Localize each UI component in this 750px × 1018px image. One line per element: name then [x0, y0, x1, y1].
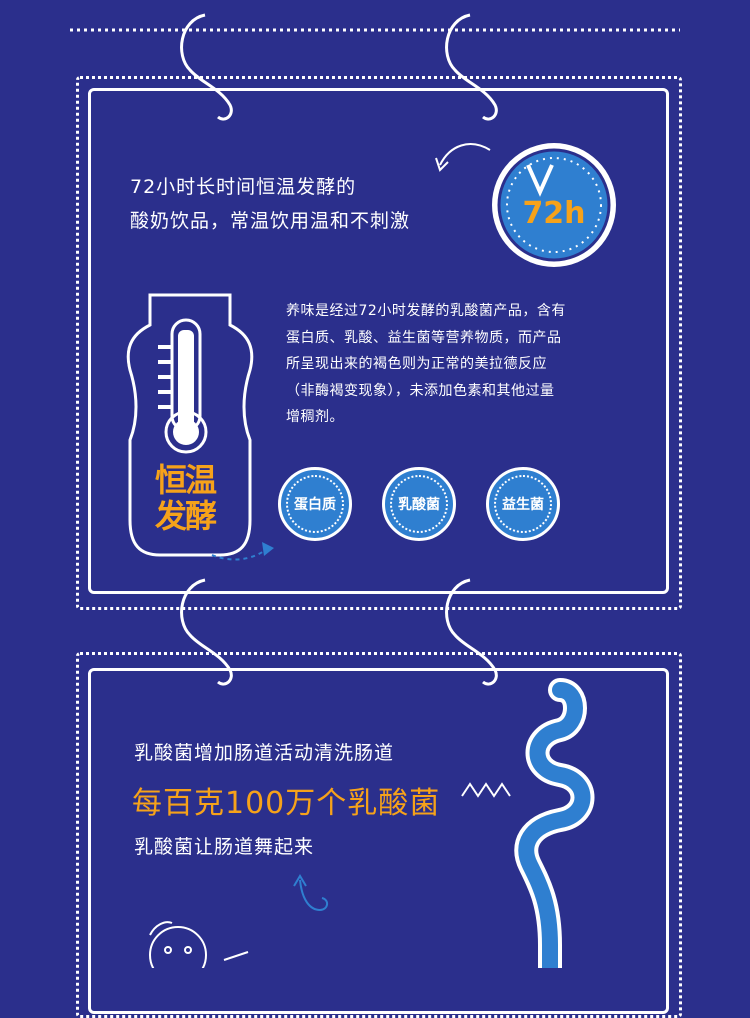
- headline-line1: 72小时长时间恒温发酵的: [130, 176, 357, 198]
- squiggle-icon: [461, 782, 511, 798]
- decorations-layer: [70, 13, 680, 968]
- bottle-icon: [126, 293, 254, 557]
- section2-line3: 乳酸菌让肠道舞起来: [134, 836, 315, 858]
- description-line: 增稠剂。: [286, 409, 344, 425]
- badge-label: 益生菌: [502, 497, 544, 513]
- clock-label: 72h: [522, 196, 586, 231]
- face-doodle-icon: [149, 921, 249, 968]
- binder-ring-icon: [180, 13, 498, 686]
- description-line: （非酶褐变现象），未添加色素和其他过量: [286, 382, 555, 399]
- section2-line1: 乳酸菌增加肠道活动清洗肠道: [134, 742, 395, 764]
- description-line: 养味是经过72小时发酵的乳酸菌产品，含有: [286, 303, 566, 319]
- badge-label: 蛋白质: [294, 497, 336, 513]
- intestine-icon: [514, 678, 595, 968]
- bottle-label-line2: 发酵: [154, 497, 217, 535]
- curved-arrow-icon: [439, 143, 491, 166]
- clock-icon: [492, 143, 616, 267]
- badge-lactobacillus: 乳酸菌: [382, 467, 456, 541]
- bottle-label: 恒温 发酵: [145, 462, 225, 534]
- bottle-label-line1: 恒温: [154, 461, 217, 499]
- swirl-arrow-icon: [299, 879, 328, 912]
- badge-label: 乳酸菌: [398, 497, 440, 513]
- description-line: 所呈现出来的褐色则为正常的美拉德反应: [286, 356, 547, 372]
- badge-protein: 蛋白质: [278, 467, 352, 541]
- badge-probiotic: 益生菌: [486, 467, 560, 541]
- description-line: 蛋白质、乳酸、益生菌等营养物质，而产品: [286, 329, 562, 346]
- panel-top: [88, 88, 669, 594]
- headline-line2: 酸奶饮品，常温饮用温和不刺激: [130, 210, 411, 232]
- panel-dotted-border-top: [76, 76, 682, 610]
- description-paragraph: 养味是经过72小时发酵的乳酸菌产品，含有 蛋白质、乳酸、益生菌等营养物质，而产品…: [286, 298, 646, 431]
- section2-highlight: 每百克100万个乳酸菌: [132, 786, 441, 821]
